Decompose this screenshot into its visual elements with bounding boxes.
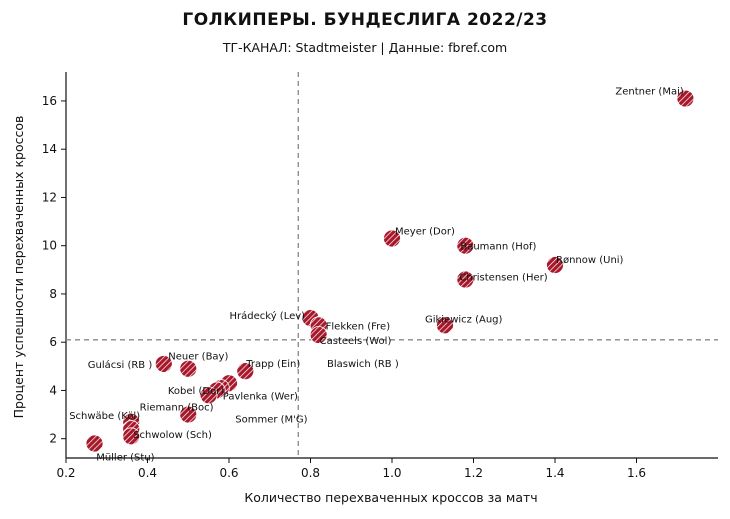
x-tick-label: 0.6 (219, 466, 238, 480)
x-tick-label: 0.8 (301, 466, 320, 480)
x-tick-label: 0.4 (138, 466, 157, 480)
data-point (383, 229, 401, 248)
x-tick-label: 1.6 (627, 466, 646, 480)
data-point (456, 236, 475, 255)
y-tick-label: 16 (42, 94, 57, 108)
data-point (309, 326, 328, 344)
x-tick-label: 1.2 (464, 466, 483, 480)
x-axis-label: Количество перехваченных кроссов за матч (244, 490, 537, 505)
point-label: Pavlenka (Wer) (223, 391, 298, 402)
point-label: Schwolow (Sch) (133, 430, 212, 441)
y-tick-label: 4 (49, 383, 57, 397)
y-axis-label: Процент успешности перехваченных кроссов (11, 116, 26, 419)
point-label: Meyer (Dor) (395, 226, 455, 237)
point-label: Schwäbe (Köl) (69, 411, 140, 422)
y-tick-label: 12 (42, 190, 57, 204)
point-label: Riemann (Boc) (140, 402, 214, 413)
y-tick-label: 14 (42, 142, 57, 156)
data-point (546, 256, 564, 274)
point-labels: Zentner (Mai) Meyer (Dor) Baumann (Hof) Røn… (69, 87, 684, 464)
point-label: Müller (Stu) (96, 452, 154, 463)
x-tick-label: 1.0 (382, 466, 401, 480)
y-tick-label: 8 (49, 287, 57, 301)
point-label: Hrádecký (Lev) (230, 310, 306, 322)
data-point (456, 270, 475, 289)
axes: 0.2 0.4 0.6 0.8 1.0 1.2 1.4 1.6 2 4 6 8 10 12 14 16 (42, 72, 718, 480)
point-label: Flekken (Fre) (326, 321, 391, 332)
data-point (236, 362, 255, 381)
reference-lines (66, 72, 718, 458)
data-point (436, 316, 454, 335)
point-label: Kobel (Dor) (168, 386, 224, 397)
point-label: Trapp (Ein) (245, 359, 300, 370)
data-points (85, 89, 695, 453)
point-label: Gikiewicz (Aug) (425, 314, 503, 325)
point-label: Gulácsi (RB ) (88, 359, 153, 371)
data-point (199, 386, 218, 405)
x-tick-label: 0.2 (56, 466, 75, 480)
point-label: Christensen (Her) (459, 272, 547, 283)
y-tick-label: 2 (49, 432, 57, 446)
data-point (85, 434, 104, 453)
data-point (179, 405, 198, 424)
chart-subtitle: ТГ-КАНАЛ: Stadtmeister | Данные: fbref.c… (222, 40, 508, 55)
x-tick-label: 1.4 (545, 466, 564, 480)
y-tick-label: 10 (42, 239, 57, 253)
point-label: Neuer (Bay) (168, 352, 228, 363)
data-point (676, 89, 695, 108)
data-point (179, 359, 198, 378)
point-label: Casteels (Wol) (320, 336, 392, 347)
y-tick-label: 6 (49, 335, 57, 349)
point-label: Blaswich (RB ) (327, 359, 399, 370)
point-label: Rønnow (Uni) (556, 255, 624, 266)
data-point (154, 355, 173, 373)
point-label: Baumann (Hof) (460, 242, 536, 253)
point-label: Sommer (M'G) (235, 415, 307, 426)
point-label: Zentner (Mai) (615, 87, 683, 98)
chart-title: ГОЛКИПЕРЫ. БУНДЕСЛИГА 2022/23 (182, 10, 548, 30)
data-point (122, 427, 141, 446)
